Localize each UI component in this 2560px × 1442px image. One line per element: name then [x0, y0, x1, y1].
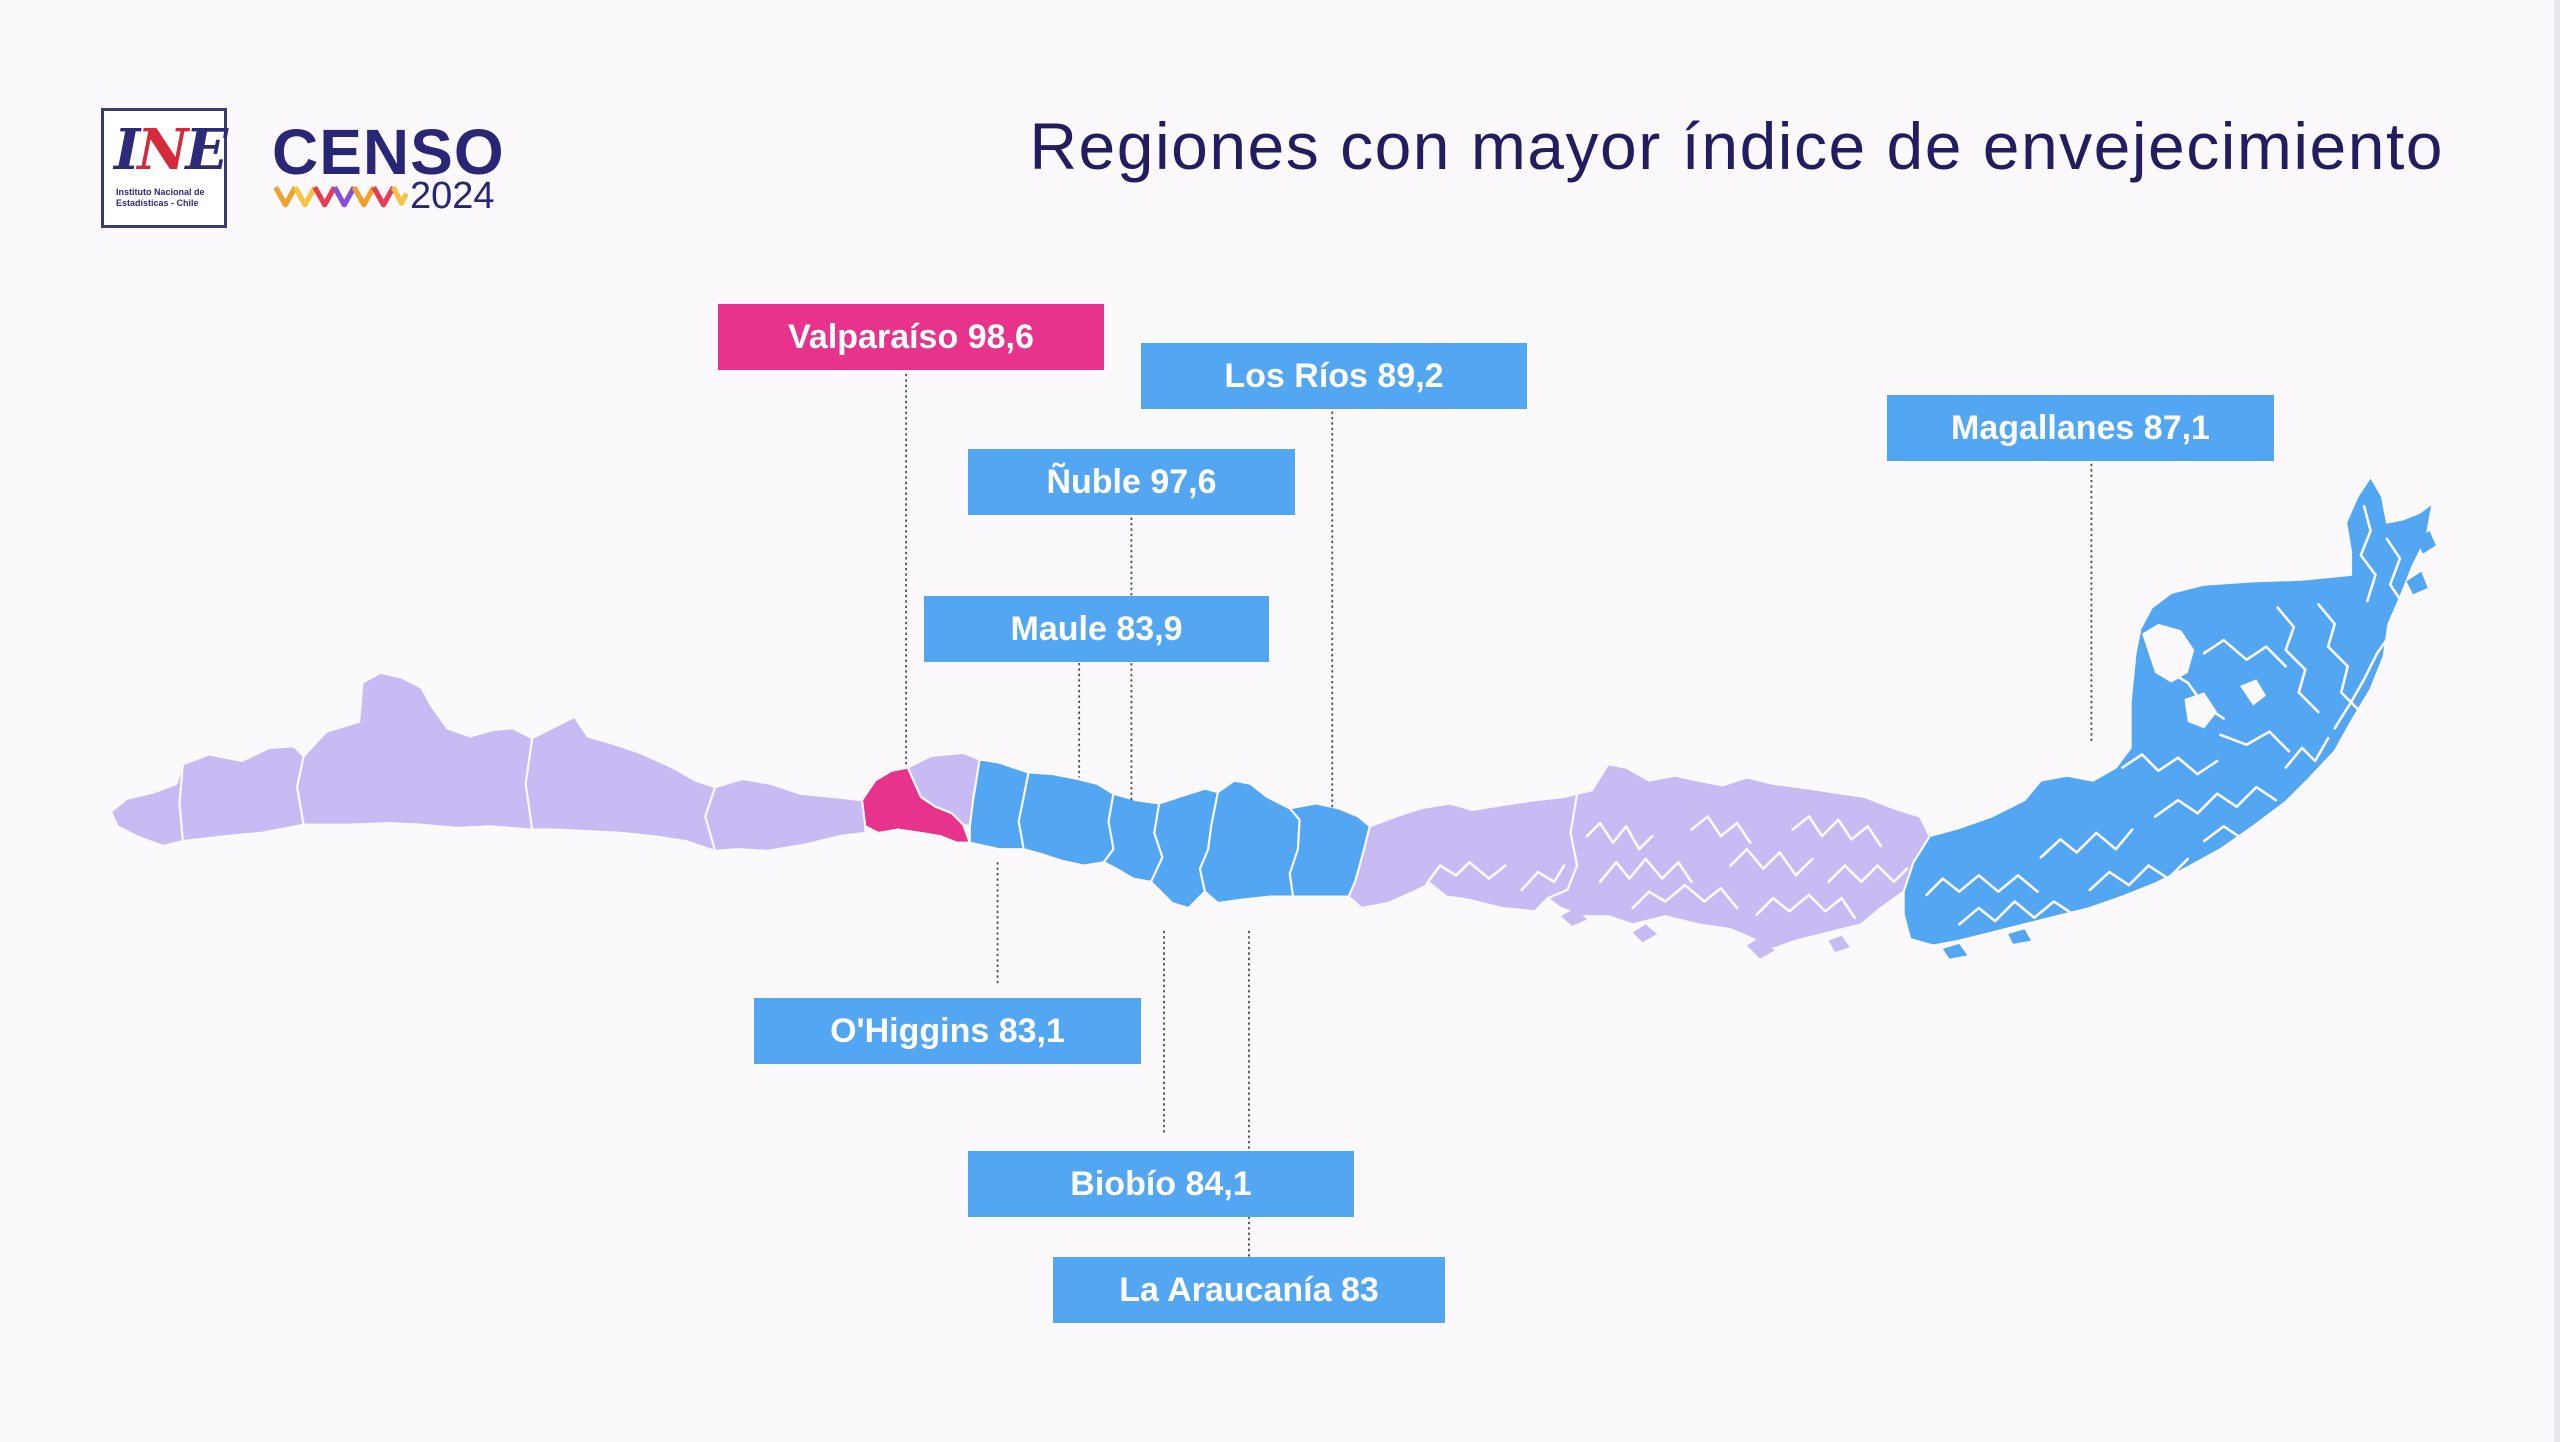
label-value: 83	[1340, 1271, 1379, 1309]
wave-segment	[312, 185, 337, 208]
region-nuble	[1102, 792, 1164, 883]
censo-logo-year: 2024	[410, 175, 495, 217]
fjord-line	[2039, 828, 2134, 859]
island	[1632, 924, 1658, 943]
label-los-rios: Los Ríos 89,2	[1141, 343, 1527, 409]
wave-segment	[351, 185, 376, 208]
wave-segment	[371, 185, 396, 208]
label-value: 84,1	[1185, 1165, 1252, 1203]
region-ohiggins	[968, 758, 1030, 851]
fjord-line	[1827, 864, 1909, 884]
fjord-line	[1520, 864, 1566, 892]
fjord-line	[2284, 736, 2330, 769]
inlet	[2240, 679, 2267, 706]
ine-letter-n: N	[137, 117, 188, 183]
label-region-name: Biobío	[1070, 1165, 1177, 1203]
region-valparaiso	[860, 766, 971, 844]
label-region-name: La Araucanía	[1119, 1271, 1332, 1309]
fjord-line	[2202, 638, 2288, 668]
fjord-line	[1755, 893, 1856, 920]
fjord-line	[2088, 857, 2190, 892]
label-maule: Maule 83,9	[924, 596, 1269, 662]
island	[1560, 907, 1587, 926]
label-ohiggins: O'Higgins 83,1	[754, 998, 1141, 1064]
fjord-line	[2276, 606, 2320, 714]
label-value: 89,2	[1377, 357, 1444, 395]
fjord-line	[2359, 504, 2377, 603]
region-antofagasta	[296, 671, 534, 831]
label-region-name: Valparaíso	[788, 318, 959, 356]
fjord-line	[2153, 785, 2278, 818]
fjord-line	[2219, 730, 2291, 753]
page-title: Regiones con mayor índice de envejecimie…	[1029, 109, 2444, 183]
regions	[109, 475, 2434, 950]
ine-letter-i: I	[114, 117, 140, 183]
fjord-line	[1598, 857, 1693, 884]
fjord-line	[2333, 537, 2405, 730]
label-biobio: Biobío 84,1	[968, 1151, 1354, 1217]
label-valparaiso: Valparaíso 98,6	[718, 304, 1104, 370]
censo-logo-wordmark: CENSO	[272, 116, 505, 188]
region-coquimbo	[704, 777, 867, 852]
island	[2406, 571, 2428, 595]
wave-segment	[390, 186, 408, 206]
region-arica-y-parinacota	[109, 763, 184, 847]
island	[1828, 935, 1850, 953]
label-region-name: Los Ríos	[1224, 357, 1368, 395]
fjord-line	[1425, 860, 1507, 885]
fjord-line	[2202, 818, 2288, 843]
ine-logo-wordmark: INE	[114, 117, 228, 183]
label-magallanes: Magallanes 87,1	[1887, 395, 2274, 461]
region-maule	[1017, 771, 1115, 867]
fjords	[1425, 504, 2405, 926]
label-nuble: Ñuble 97,6	[968, 449, 1295, 515]
fjord-line	[1791, 815, 1883, 848]
fjord-line	[1690, 815, 1752, 844]
region-magallanes	[1902, 475, 2434, 947]
fjord-line	[1925, 874, 2039, 897]
wave-segment	[274, 185, 298, 208]
slide-edge	[2554, 0, 2560, 1442]
region-atacama	[524, 715, 717, 852]
wave-segment	[292, 185, 318, 208]
label-value: 83,1	[998, 1012, 1065, 1050]
fjord-line	[1585, 821, 1654, 851]
censo-logo-wave	[274, 185, 408, 208]
inlet	[2184, 692, 2218, 729]
fjord-line	[1957, 900, 2075, 926]
label-value: 97,6	[1150, 463, 1217, 501]
wave-segment	[332, 185, 357, 208]
islands	[1560, 530, 2436, 959]
island	[2008, 929, 2032, 944]
label-value: 98,6	[967, 318, 1034, 356]
ine-logo-tagline: Instituto Nacional de Estadísticas - Chi…	[116, 187, 205, 208]
region-tarapaca	[178, 745, 305, 843]
inlet	[2142, 623, 2195, 683]
label-araucania: La Araucanía 83	[1053, 1257, 1445, 1323]
ine-letter-e: E	[185, 117, 228, 183]
fjord-line	[2121, 753, 2219, 776]
fjord-line	[2163, 668, 2225, 720]
island	[1942, 943, 1968, 959]
label-region-name: Ñuble	[1046, 463, 1141, 501]
label-value: 83,9	[1116, 610, 1183, 648]
label-region-name: O'Higgins	[830, 1012, 990, 1050]
label-region-name: Magallanes	[1951, 409, 2135, 447]
region-los-lagos	[1347, 792, 1579, 913]
island	[2416, 530, 2436, 554]
ine-logo: INE Instituto Nacional de Estadísticas -…	[101, 108, 228, 228]
label-value: 87,1	[2143, 409, 2210, 447]
fjord-line	[2317, 602, 2363, 714]
label-region-name: Maule	[1010, 610, 1107, 648]
fjord-line	[1729, 847, 1814, 877]
island	[1746, 937, 1775, 959]
fjord-line	[1631, 883, 1739, 910]
